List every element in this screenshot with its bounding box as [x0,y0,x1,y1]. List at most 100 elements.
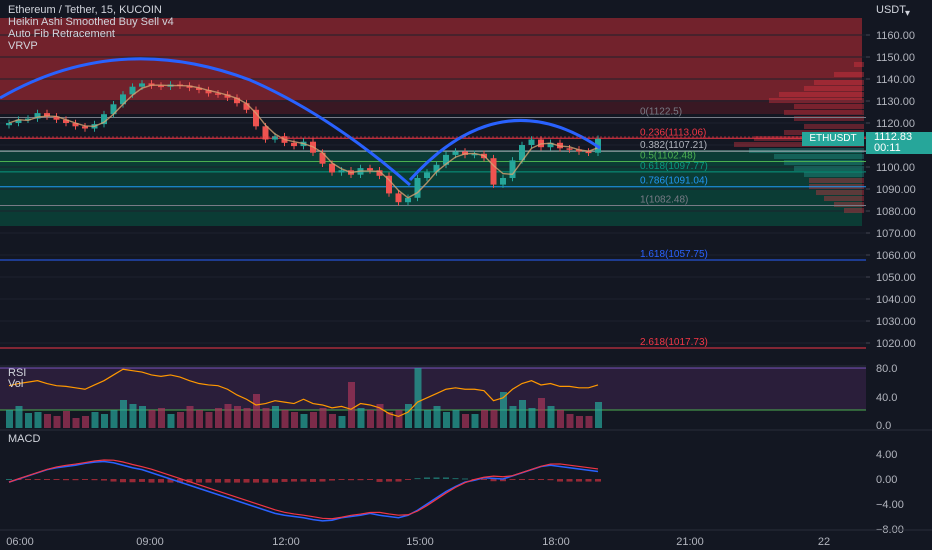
candle-body [15,119,22,123]
price-tick-label: 1140.00 [876,74,915,86]
volume-bar [348,382,355,428]
vrvp-bar [769,98,864,103]
macd-histogram-bar [490,479,497,482]
candle-body [120,94,126,105]
fib-level-label: 0(1122.5) [640,107,682,118]
macd-histogram-bar [129,479,136,483]
macd-tick-label: −4.00 [876,499,904,511]
volume-bar [63,411,70,428]
rsi-tick-label: 40.0 [876,392,897,404]
candle-body [395,193,402,203]
time-tick-label: 22 [818,536,830,548]
vrvp-bar [804,172,864,177]
macd-histogram-bar [348,479,354,481]
vrvp-bar [784,110,864,115]
volume-bar [158,408,165,428]
candle-body [424,172,430,178]
volume-bar [538,398,545,428]
fib-level-label: 0.382(1107.21) [640,140,707,151]
candle-body [433,164,440,173]
macd-histogram-bar [443,477,449,479]
time-tick-label: 21:00 [676,536,704,548]
symbol-title[interactable]: Ethereum / Tether, 15, KUCOIN [8,4,162,16]
volume-bar [34,412,42,428]
volume-bar [500,392,507,428]
volume-bar [528,408,536,428]
heikin-ashi-smoothed-line [8,84,599,199]
volume-bar [386,412,393,428]
candle-body [186,85,193,88]
candle-body [44,113,50,117]
candle-body [139,83,145,87]
volume-bar [576,416,583,428]
last-price-value: 1112.83 [874,131,913,143]
macd-histogram-bar [72,479,79,481]
symbol-badge[interactable]: ETHUSDT [802,132,864,146]
candle-body [148,83,155,86]
candle-body [443,154,449,165]
candle-body [338,170,345,173]
candle-body [566,148,573,150]
rsi-label[interactable]: RSI [8,367,27,379]
volume-bar [319,408,327,428]
chevron-down-icon[interactable]: ▾ [905,8,911,19]
volume-bar [25,413,32,428]
volume-bar [196,410,203,428]
macd-histogram-bar [139,479,145,482]
price-tick-label: 1090.00 [876,184,916,196]
indicator-auto-fib[interactable]: Auto Fib Retracement [8,28,115,40]
rsi-axis[interactable]: 80.0 40.0 0.0 [876,363,897,432]
price-tick-label: 1150.00 [876,52,915,64]
macd-histogram-bar [177,479,183,483]
macd-histogram-bar [329,479,335,481]
rsi-tick-label: 0.0 [876,420,891,432]
macd-histogram-bar [367,479,373,480]
candle-body [253,109,259,127]
volume-bar [310,412,317,428]
vol-label[interactable]: Vol [8,378,24,390]
volume-bar [481,410,488,428]
macd-histogram-bar [452,478,459,480]
fib-level-label: 1(1082.48) [640,195,688,206]
macd-histogram-bar [386,479,392,482]
macd-label[interactable]: MACD [8,433,41,445]
macd-histogram-bar [196,479,202,483]
macd-axis[interactable]: 4.000.00−4.00−8.00 [876,449,904,536]
vrvp-bar [814,80,864,85]
volume-bar [471,414,479,428]
time-tick-label: 15:00 [406,536,434,548]
candle-body [34,113,41,119]
macd-histogram-bar [215,479,221,483]
candle-body [129,86,136,95]
vrvp-bar [816,190,864,195]
macd-histogram-bar [462,478,468,480]
candle-body [376,170,383,176]
macd-histogram-bar [538,479,544,480]
macd-histogram-bar [528,479,535,480]
vrvp-bar [749,148,864,153]
macd-histogram-bar [595,479,601,482]
countdown-timer: 00:11 [874,142,901,154]
macd-histogram-bar [310,479,316,482]
volume-bar [595,402,602,428]
volume-bar [120,400,127,428]
macd-histogram-bar [186,479,193,483]
time-axis[interactable]: 06:00 09:00 12:00 15:00 18:00 21:00 22 [6,536,830,548]
time-tick-label: 09:00 [136,536,164,548]
macd-histogram-bar [519,479,525,480]
candle-body [490,158,497,185]
volume-bar [519,400,526,428]
indicator-vrvp[interactable]: VRVP [8,40,38,52]
macd-histogram-bar [262,479,269,483]
macd-histogram-bar [243,479,250,483]
price-axis[interactable]: 1160.001150.001140.001130.001120.001110.… [866,30,916,350]
volume-bar [243,408,251,428]
ha-smoothed-path [8,84,599,199]
candle-body [291,142,297,147]
indicator-heikin-ashi[interactable]: Heikin Ashi Smoothed Buy Sell v4 [8,16,174,28]
candle-body [215,93,221,95]
candle-body [101,114,107,125]
time-tick-label: 06:00 [6,536,34,548]
volume-bar [272,406,279,428]
